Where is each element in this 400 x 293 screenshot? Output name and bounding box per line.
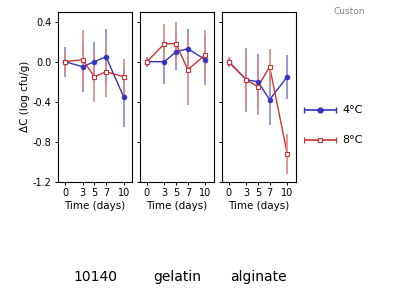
X-axis label: Time (days): Time (days) — [228, 201, 290, 211]
Text: alginate: alginate — [230, 270, 287, 284]
Text: 10140: 10140 — [73, 270, 117, 284]
Y-axis label: ΔC (log cfu/g): ΔC (log cfu/g) — [20, 61, 30, 132]
Text: Custon: Custon — [334, 7, 366, 16]
Text: 4°C: 4°C — [342, 105, 362, 115]
X-axis label: Time (days): Time (days) — [64, 201, 126, 211]
X-axis label: Time (days): Time (days) — [146, 201, 208, 211]
Text: 8°C: 8°C — [342, 135, 362, 145]
Text: gelatin: gelatin — [153, 270, 201, 284]
